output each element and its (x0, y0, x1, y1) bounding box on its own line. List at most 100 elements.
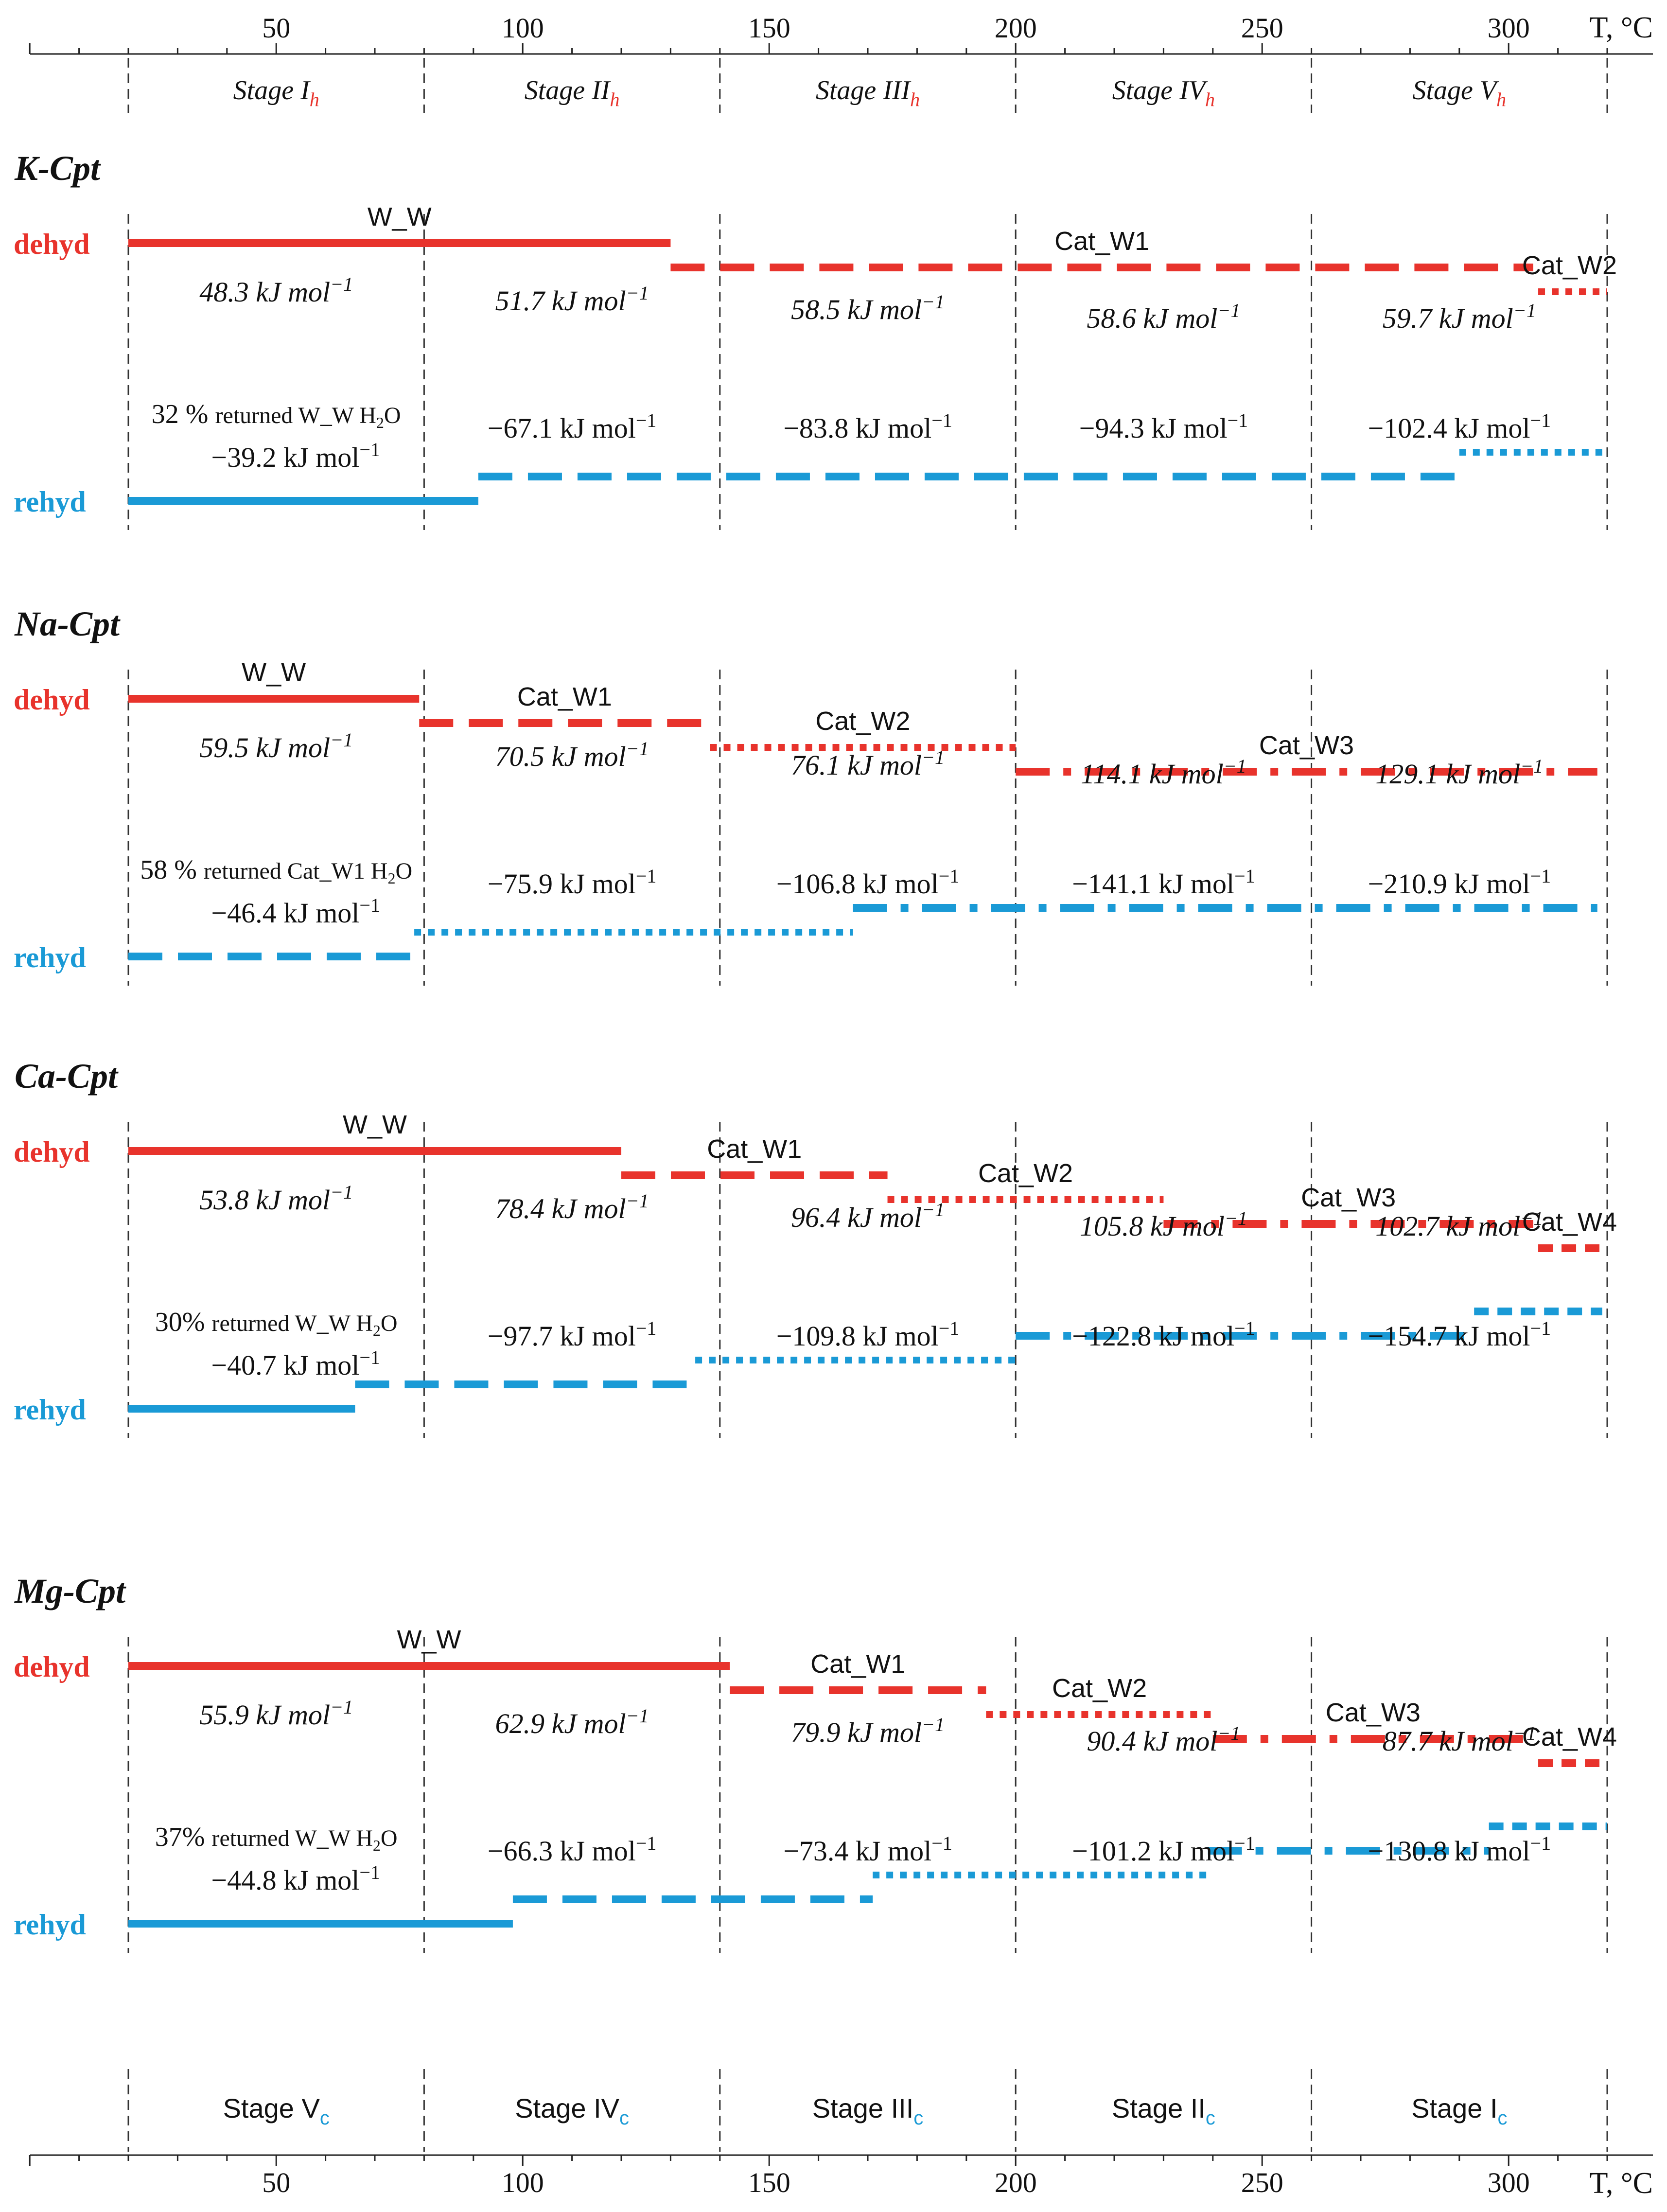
stage-label: Stage Vh (1412, 75, 1506, 110)
dehyd-energy: 79.9 kJ mol−1 (791, 1714, 945, 1748)
dehyd-energy: 102.7 kJ mol−1 (1375, 1207, 1543, 1242)
water-type-label: Cat_W2 (815, 707, 910, 736)
rehyd-label: rehyd (14, 1394, 86, 1426)
rehyd-energy: −97.7 kJ mol−1 (488, 1317, 657, 1352)
dehyd-energy: 62.9 kJ mol−1 (495, 1705, 649, 1739)
dehyd-energy: 87.7 kJ mol−1 (1383, 1722, 1536, 1757)
stage-label: Stage IVh (1112, 75, 1215, 110)
rehyd-energy: −109.8 kJ mol−1 (776, 1317, 960, 1352)
axis-tick-label: 300 (1488, 2167, 1530, 2198)
axis-tick-label: 100 (502, 2167, 544, 2198)
panel-title: Mg-Cpt (14, 1572, 126, 1610)
water-type-label: Cat_W3 (1259, 731, 1354, 760)
dehyd-energy: 58.6 kJ mol−1 (1087, 300, 1240, 334)
dehyd-energy: 129.1 kJ mol−1 (1375, 755, 1543, 790)
axis-tick-label: 150 (748, 12, 790, 44)
dehyd-label: dehyd (14, 1651, 90, 1683)
dehyd-energy: 51.7 kJ mol−1 (495, 282, 649, 317)
rehyd-energy: −130.8 kJ mol−1 (1368, 1832, 1551, 1867)
axis-tick-label: 100 (502, 12, 544, 44)
dehyd-energy: 59.5 kJ mol−1 (199, 729, 353, 763)
axis-unit-label: T, °C (1590, 2167, 1653, 2200)
axis-unit-label: T, °C (1590, 11, 1653, 44)
stage-label: Stage IIIc (812, 2093, 924, 2129)
water-type-label: Cat_W2 (1052, 1674, 1147, 1703)
returned-water-note: 58 % returned Cat_W1 H2O (140, 855, 412, 887)
water-type-label: Cat_W1 (810, 1649, 905, 1679)
panels: K-Cpt dehyd rehyd W_W Cat_W1 Cat_W2 48.3 kJ mo… (14, 149, 1617, 1953)
rehyd-label: rehyd (14, 486, 86, 518)
axis-tick-label: 50 (262, 2167, 290, 2198)
water-type-label: Cat_W1 (517, 682, 612, 711)
axis-tick-label: 250 (1241, 12, 1283, 44)
rehyd-energy: −73.4 kJ mol−1 (783, 1832, 952, 1867)
water-type-label: W_W (343, 1110, 407, 1139)
panel-na-cpt: Na-Cpt dehyd rehyd W_W Cat_W1 Cat_W2 Cat_W3 59.… (14, 604, 1608, 986)
rehyd-energy: −210.9 kJ mol−1 (1368, 865, 1551, 900)
stage-label: Stage Ih (233, 75, 319, 110)
rehyd-energy: −101.2 kJ mol−1 (1072, 1832, 1255, 1867)
dehyd-energy: 96.4 kJ mol−1 (791, 1199, 945, 1233)
water-type-label: Cat_W1 (707, 1134, 802, 1164)
rehyd-energy: −67.1 kJ mol−1 (488, 409, 657, 444)
stage-label: Stage Ic (1411, 2093, 1507, 2129)
water-type-label: Cat_W2 (1522, 251, 1617, 280)
water-type-label: W_W (368, 202, 432, 231)
axis-tick-label: 200 (995, 2167, 1037, 2198)
axis-tick-label: 150 (748, 2167, 790, 2198)
panel-title: Ca-Cpt (15, 1057, 119, 1096)
rehyd-energy: −66.3 kJ mol−1 (488, 1832, 657, 1867)
panel-ca-cpt: Ca-Cpt dehyd rehyd W_W Cat_W1 Cat_W2 Cat_W3 Cat… (14, 1057, 1617, 1438)
water-type-label: Cat_W2 (978, 1159, 1073, 1188)
water-type-label: Cat_W4 (1522, 1722, 1617, 1752)
stage-label: Stage IIc (1112, 2093, 1215, 2129)
water-type-label: Cat_W3 (1326, 1698, 1421, 1727)
water-type-label: W_W (242, 658, 306, 687)
rehyd-energy: −40.7 kJ mol−1 (211, 1346, 380, 1381)
returned-water-note: 30% returned W_W H2O (155, 1307, 398, 1339)
water-type-label: Cat_W3 (1301, 1183, 1396, 1212)
rehyd-energy: −141.1 kJ mol−1 (1072, 865, 1255, 900)
dehyd-energy: 90.4 kJ mol−1 (1087, 1722, 1240, 1757)
water-type-label: Cat_W1 (1054, 227, 1149, 256)
dehyd-energy: 58.5 kJ mol−1 (791, 291, 945, 325)
rehyd-energy: −83.8 kJ mol−1 (783, 409, 952, 444)
rehyd-energy: −154.7 kJ mol−1 (1368, 1317, 1551, 1352)
stage-label: Stage Vc (223, 2093, 330, 2129)
rehyd-label: rehyd (14, 941, 86, 973)
dehyd-label: dehyd (14, 684, 90, 716)
panel-title: K-Cpt (14, 149, 101, 188)
rehyd-label: rehyd (14, 1909, 86, 1941)
rehyd-energy: −44.8 kJ mol−1 (211, 1861, 380, 1896)
dehyd-energy: 114.1 kJ mol−1 (1081, 755, 1246, 790)
water-type-label: Cat_W4 (1522, 1207, 1617, 1237)
rehyd-energy: −75.9 kJ mol−1 (488, 865, 657, 900)
rehyd-energy: −122.8 kJ mol−1 (1072, 1317, 1255, 1352)
rehyd-energy: −94.3 kJ mol−1 (1079, 409, 1248, 444)
returned-water-note: 32 % returned W_W H2O (152, 399, 401, 431)
temperature-axes: 50 100 150 200 250 300 T, °C 50 100 150 200 250 300 T… (29, 11, 1653, 2200)
rehyd-energy: −39.2 kJ mol−1 (211, 439, 380, 473)
dehyd-energy: 55.9 kJ mol−1 (199, 1696, 353, 1731)
axis-tick-label: 200 (995, 12, 1037, 44)
panel-title: Na-Cpt (14, 604, 121, 643)
stage-label: Stage IIIh (816, 75, 920, 110)
water-type-label: W_W (397, 1625, 461, 1654)
panel-mg-cpt: Mg-Cpt dehyd rehyd W_W Cat_W1 Cat_W2 Cat_W3 Cat… (14, 1572, 1617, 1953)
dehyd-energy: 48.3 kJ mol−1 (199, 273, 353, 308)
stage-headers: Stage Ih Stage IIh Stage IIIh Stage IVh Stag… (127, 58, 1608, 2152)
dehyd-energy: 59.7 kJ mol−1 (1383, 300, 1536, 334)
dehyd-energy: 76.1 kJ mol−1 (791, 746, 945, 781)
rehyd-energy: −102.4 kJ mol−1 (1368, 409, 1551, 444)
dehyd-energy: 70.5 kJ mol−1 (495, 738, 649, 772)
stage-label: Stage IIh (525, 75, 620, 110)
dehyd-energy: 78.4 kJ mol−1 (495, 1190, 649, 1224)
rehyd-energy: −106.8 kJ mol−1 (776, 865, 960, 900)
axis-tick-label: 300 (1488, 12, 1530, 44)
returned-water-note: 37% returned W_W H2O (155, 1822, 398, 1854)
axis-tick-label: 50 (262, 12, 290, 44)
panel-k-cpt: K-Cpt dehyd rehyd W_W Cat_W1 Cat_W2 48.3 kJ mo… (14, 149, 1617, 530)
dehyd-label: dehyd (14, 1136, 90, 1168)
dehyd-energy: 53.8 kJ mol−1 (199, 1181, 353, 1216)
